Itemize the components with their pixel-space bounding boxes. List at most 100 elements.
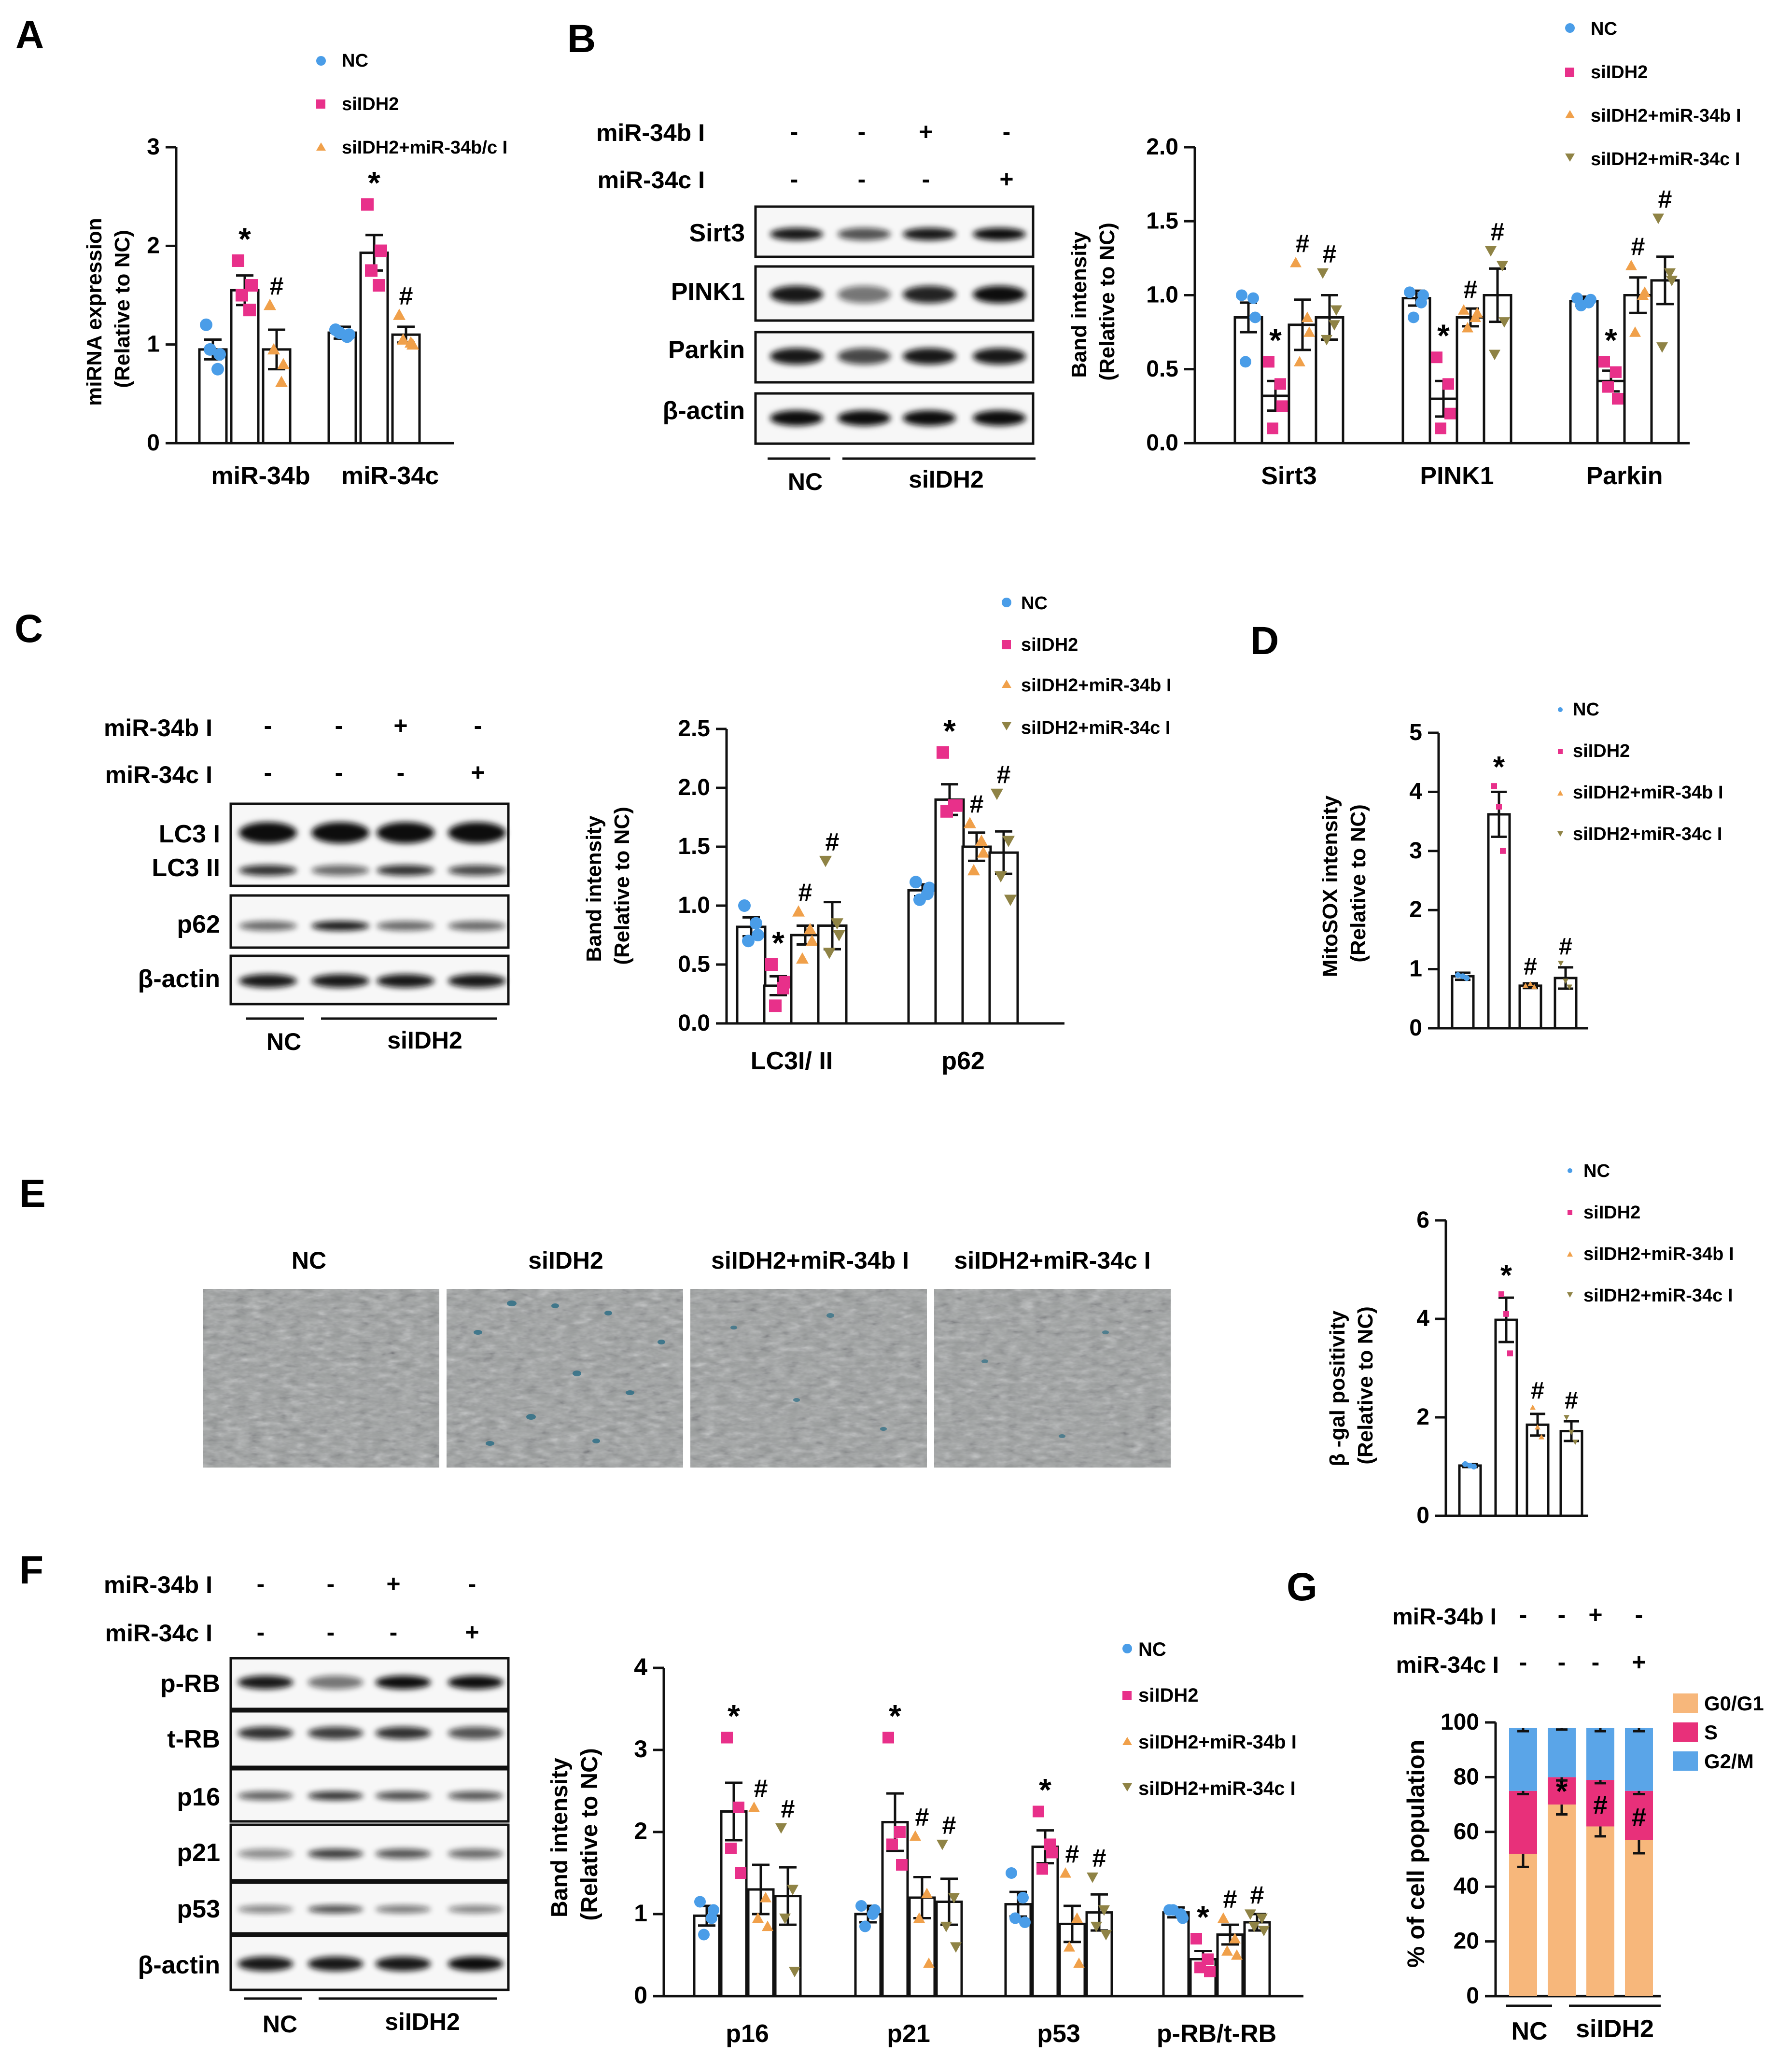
data-point (733, 1802, 744, 1813)
blot-row-label: p21 (177, 1839, 220, 1867)
data-point (994, 871, 1007, 882)
blot-membrane (229, 1710, 510, 1768)
blot-band (375, 1957, 431, 1971)
blot-band (308, 1791, 364, 1800)
treatment-sign: - (327, 1570, 335, 1597)
micrograph-binh (690, 1289, 927, 1468)
blot-b-membranes: Sirt3 PINK1 Parkin β-actin (663, 205, 1035, 445)
y-tick-label: 5 (1409, 720, 1422, 745)
bar (790, 934, 821, 1025)
stacked-segment (1548, 1777, 1576, 1805)
legend-binh-label: siIDH2+miR-34b I (1591, 106, 1741, 126)
y-tick-label: 0.0 (678, 1010, 710, 1036)
data-point (393, 308, 406, 320)
blot-f-group-nc: NC (263, 2011, 297, 2038)
data-point (1321, 335, 1332, 346)
y-tick-label: 1 (1409, 956, 1422, 982)
data-point (804, 923, 816, 935)
data-point (950, 799, 963, 812)
blot-band (239, 865, 297, 876)
significance-mark: # (1531, 1377, 1544, 1404)
stacked-segment (1625, 1728, 1653, 1791)
blot-band (308, 1905, 364, 1913)
legend-sil-marker (1002, 640, 1011, 649)
data-point (1602, 381, 1614, 393)
panel-g-chart: 0 20 40 60 80 100 * # # (1441, 1709, 1661, 2009)
blot-band (973, 348, 1026, 364)
blot-band (903, 286, 956, 303)
panel-d-legend: NC siIDH2 siIDH2+miR-34b I siIDH2+miR-34… (1557, 699, 1723, 844)
treatment-sign: - (327, 1619, 335, 1646)
data-point (894, 1826, 906, 1838)
data-point (1274, 378, 1286, 390)
data-point (1267, 422, 1278, 434)
legend-g2m-label: G2/M (1704, 1750, 1754, 1773)
y-tick-label: 1.0 (678, 893, 710, 918)
legend-binh-label: siIDH2+miR-34b/c I (342, 138, 507, 158)
stacked-segment (1625, 1840, 1653, 1996)
y-tick-label: 100 (1441, 1709, 1479, 1735)
data-point (1558, 961, 1564, 966)
blot-band (903, 410, 956, 426)
data-point (1497, 261, 1508, 272)
bar (774, 1895, 802, 1998)
data-point (1245, 1909, 1256, 1920)
image-label-cinh: siIDH2+miR-34c I (954, 1247, 1150, 1274)
data-point (779, 976, 791, 989)
data-point (964, 817, 976, 828)
blot-b-group-nc: NC (788, 468, 823, 495)
legend-cinh-label: siIDH2+miR-34c I (1138, 1778, 1296, 1799)
data-point (910, 876, 922, 889)
blot-band (377, 921, 434, 931)
treatment-sign: - (858, 166, 866, 193)
blot-band (375, 1727, 431, 1739)
blot-band (375, 1905, 431, 1913)
blot-band (308, 1849, 364, 1859)
bar (1569, 300, 1599, 445)
data-point (859, 1920, 871, 1932)
image-label-sil: siIDH2 (528, 1247, 603, 1274)
category-label: p21 (887, 2020, 930, 2048)
legend-binh-marker (1565, 110, 1575, 118)
data-point (742, 935, 755, 948)
data-point (886, 1838, 898, 1850)
bar (988, 851, 1019, 1025)
data-point (752, 929, 764, 941)
data-point (721, 1732, 733, 1744)
data-point (232, 254, 244, 267)
significance-mark: # (942, 1812, 956, 1840)
treatment-sign: - (264, 712, 272, 739)
blot-f-group-sil: siIDH2 (385, 2008, 460, 2035)
data-point (1002, 836, 1015, 847)
data-point (1218, 1912, 1229, 1923)
data-point (921, 1888, 933, 1899)
data-point (775, 1823, 787, 1834)
category-label: Sirt3 (1261, 462, 1317, 490)
legend-sil-marker (1565, 68, 1574, 77)
data-point (375, 244, 387, 257)
legend-nc-label: NC (1138, 1639, 1166, 1660)
y-tick-label: 0 (147, 430, 160, 456)
stacked-segment (1586, 1826, 1614, 1996)
data-point (1329, 320, 1340, 331)
data-point (1462, 322, 1473, 333)
blot-band (448, 1791, 504, 1800)
data-point (1567, 984, 1572, 990)
data-point (1167, 1904, 1179, 1916)
data-point (1503, 1311, 1509, 1317)
stacked-segment (1509, 1790, 1537, 1854)
bar (1451, 975, 1475, 1030)
y-tick-label: 0 (1416, 1503, 1429, 1528)
panel-b-chart: 0.0 0.5 1.0 1.5 2.0 * # # Sirt3 * # # PINK1 * # # Parkin (1146, 134, 1690, 490)
treatment-sign: - (397, 759, 405, 786)
data-point (796, 952, 809, 964)
y-tick-label: 3 (634, 1735, 647, 1762)
y-tick-label: 60 (1454, 1819, 1479, 1845)
data-point (806, 935, 818, 946)
blot-row-label: Sirt3 (689, 219, 745, 247)
blot-band (448, 1676, 504, 1689)
panel-c-ylabel: Band intensity (Relative to NC) (582, 807, 634, 965)
y-tick-label: 3 (147, 134, 160, 160)
blot-band (377, 822, 434, 843)
data-point (1467, 1462, 1473, 1469)
